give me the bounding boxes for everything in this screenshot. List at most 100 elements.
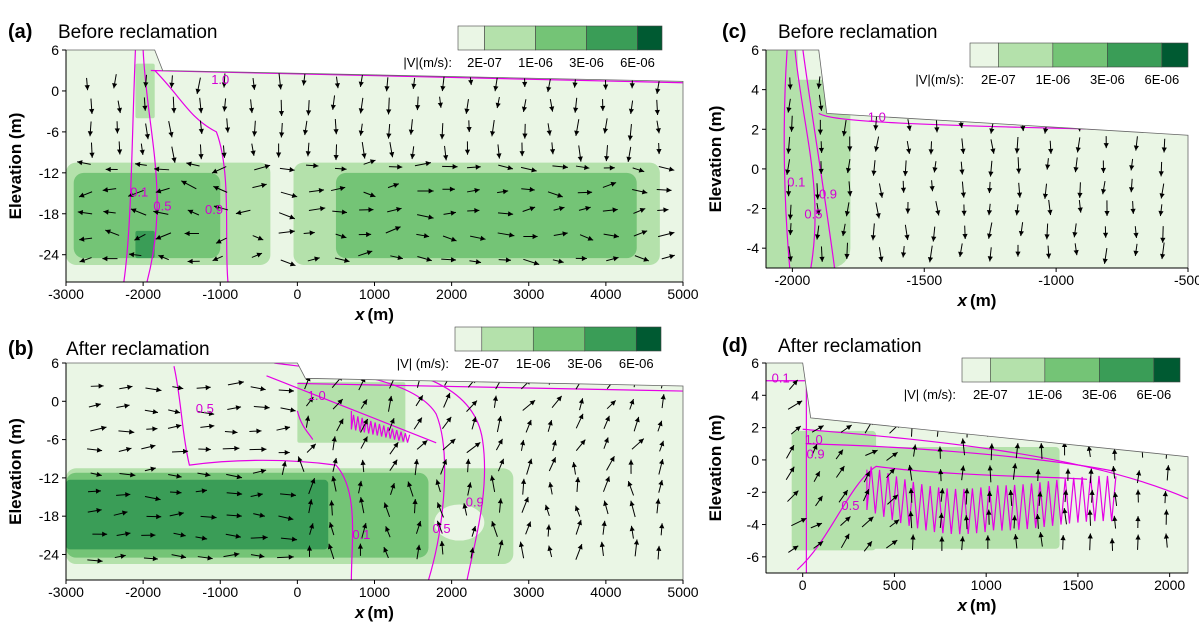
velocity-arrowhead <box>1059 422 1065 429</box>
velocity-arrowhead <box>958 251 964 257</box>
velocity-arrowhead <box>904 234 910 241</box>
velocity-arrowhead <box>1035 514 1041 520</box>
velocity-arrowhead <box>1128 187 1135 193</box>
velocity-arrowhead <box>815 209 821 216</box>
legend-swatch <box>990 357 1046 383</box>
velocity-arrowhead <box>527 458 533 465</box>
x-tick-label: -1000 <box>202 286 238 302</box>
velocity-arrowhead <box>176 489 182 496</box>
velocity-arrowhead <box>1073 249 1079 256</box>
velocity-arrowhead <box>866 541 872 547</box>
legend-tick-label: 2E-07 <box>981 72 1016 87</box>
velocity-arrowhead <box>1087 533 1093 539</box>
velocity-arrowhead <box>1020 125 1026 132</box>
x-tick-label: 2000 <box>436 584 467 600</box>
velocity-arrowhead <box>1112 515 1118 522</box>
velocity-arrowhead <box>1088 468 1094 474</box>
velocity-arrowhead <box>907 464 913 471</box>
velocity-arrowhead <box>276 152 282 158</box>
y-tick-label: 6 <box>751 355 759 371</box>
velocity-arrowhead <box>1103 143 1109 149</box>
velocity-arrowhead <box>939 488 945 494</box>
velocity-arrowhead <box>436 502 442 509</box>
legend-title: |V|(m/s): <box>403 55 452 70</box>
velocity-arrowhead <box>871 170 877 176</box>
velocity-arrowhead <box>313 163 319 169</box>
velocity-arrowhead <box>407 481 413 488</box>
velocity-arrow <box>1019 74 1022 90</box>
x-tick-label: 1000 <box>971 577 1002 593</box>
velocity-arrowhead <box>387 395 393 402</box>
legend: |V| (m/s): 2E-07 1E-06 3E-06 6E-06 <box>397 326 662 371</box>
velocity-region-high <box>135 230 155 259</box>
velocity-arrow <box>940 372 943 387</box>
velocity-arrowhead <box>573 107 579 113</box>
velocity-arrowhead <box>344 257 350 263</box>
velocity-arrowhead <box>389 418 395 424</box>
x-axis-label-unit: (m) <box>368 305 394 324</box>
velocity-arrow <box>839 402 851 413</box>
velocity-arrowhead <box>208 410 215 417</box>
velocity-arrowhead <box>509 232 515 238</box>
velocity-arrowhead <box>1011 515 1018 521</box>
velocity-arrowhead <box>77 160 83 166</box>
y-tick-label: -24 <box>39 546 59 562</box>
velocity-arrowhead <box>964 488 970 494</box>
panel-title: After reclamation <box>778 336 922 357</box>
legend-swatch <box>1161 42 1189 68</box>
velocity-arrowhead <box>390 483 396 489</box>
velocity-arrowhead <box>546 86 552 93</box>
velocity-arrowhead <box>529 186 535 193</box>
velocity-arrow <box>548 371 553 385</box>
velocity-arrow <box>963 396 967 413</box>
velocity-arrowhead <box>474 442 481 448</box>
contour-label: 0.9 <box>205 202 223 217</box>
velocity-arrowhead <box>599 541 605 548</box>
velocity-arrow <box>876 95 880 111</box>
velocity-arrowhead <box>841 130 847 137</box>
velocity-arrowhead <box>327 543 333 550</box>
contour-label: 0.1 <box>352 527 370 542</box>
velocity-arrowhead <box>1112 448 1118 455</box>
velocity-arrowhead <box>505 257 511 263</box>
velocity-arrowhead <box>1013 534 1019 540</box>
velocity-arrowhead <box>816 83 822 89</box>
velocity-arrowhead <box>464 149 471 155</box>
velocity-arrowhead <box>428 188 434 194</box>
velocity-arrowhead <box>331 436 337 442</box>
velocity-arrowhead <box>1038 532 1044 538</box>
velocity-arrowhead <box>96 508 102 514</box>
velocity-arrowhead <box>362 399 368 405</box>
velocity-arrowhead <box>443 154 449 161</box>
velocity-arrowhead <box>1087 509 1093 515</box>
velocity-arrowhead <box>213 185 219 191</box>
velocity-arrowhead <box>985 535 991 541</box>
velocity-arrowhead <box>142 105 148 111</box>
velocity-arrowhead <box>892 452 898 458</box>
velocity-arrowhead <box>660 394 666 400</box>
x-tick-label: -2000 <box>125 286 161 302</box>
velocity-arrowhead <box>284 449 290 456</box>
velocity-arrowhead <box>177 385 184 391</box>
x-tick-label: -3000 <box>48 286 84 302</box>
velocity-arrowhead <box>519 151 525 157</box>
velocity-arrowhead <box>576 519 582 526</box>
velocity-arrowhead <box>1165 122 1171 129</box>
velocity-arrowhead <box>363 418 368 425</box>
legend-swatch <box>998 42 1054 68</box>
legend-tick-label: 1E-06 <box>516 356 551 371</box>
y-tick-label: -24 <box>39 247 59 263</box>
legend-swatch <box>1099 357 1155 383</box>
velocity-arrowhead <box>1163 533 1170 539</box>
legend-tick-label: 3E-06 <box>1082 387 1117 402</box>
velocity-arrowhead <box>990 148 996 154</box>
velocity-arrowhead <box>1014 148 1020 154</box>
velocity-arrowhead <box>474 187 480 194</box>
velocity-arrow <box>1165 114 1170 129</box>
concentration-contour <box>154 70 229 282</box>
velocity-arrowhead <box>84 84 90 91</box>
velocity-arrowhead <box>627 135 633 141</box>
velocity-arrowhead <box>1045 253 1052 259</box>
velocity-arrowhead <box>318 187 325 194</box>
velocity-arrowhead <box>864 398 870 404</box>
